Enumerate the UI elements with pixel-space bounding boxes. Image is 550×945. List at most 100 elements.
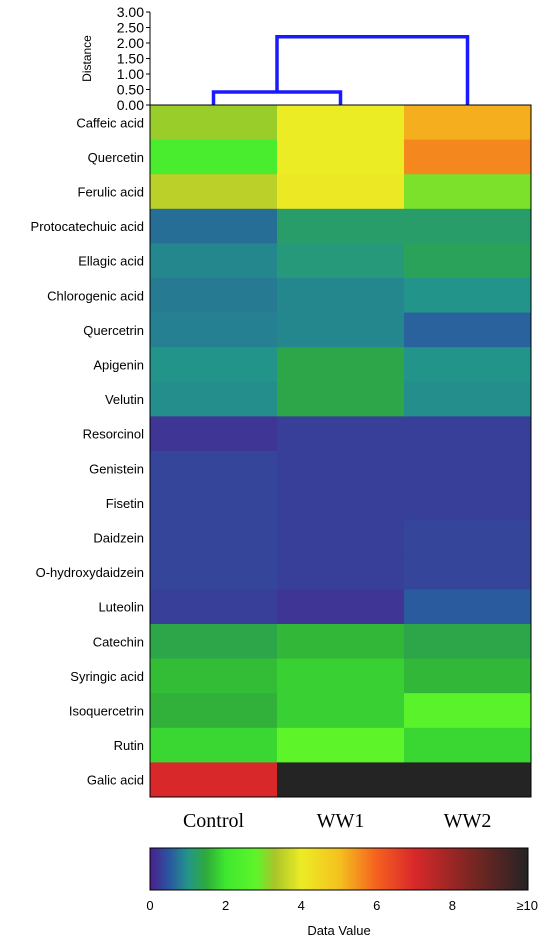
distance-tick-label: 3.00 xyxy=(117,4,144,20)
colorbar-tick-label: 2 xyxy=(222,898,229,913)
heatmap-cell xyxy=(404,727,532,763)
colorbar: 0 2 4 6 8 ≥10 Data Value xyxy=(146,847,538,938)
heatmap-cell xyxy=(277,485,405,521)
heatmap-cell xyxy=(277,762,405,798)
dendrogram-link xyxy=(211,90,343,105)
heatmap-cell xyxy=(150,381,278,417)
heatmap-cell xyxy=(150,693,278,729)
heatmap-cell xyxy=(277,416,405,452)
heatmap-cell xyxy=(404,174,532,210)
row-label: Ellagic acid xyxy=(78,254,144,269)
heatmap-cell xyxy=(150,174,278,210)
row-label: Protocatechuic acid xyxy=(31,219,144,234)
heatmap-cell xyxy=(277,451,405,487)
heatmap-cell xyxy=(277,658,405,694)
heatmap-cell xyxy=(277,312,405,348)
heatmap-cell xyxy=(277,381,405,417)
heatmap-cell xyxy=(150,727,278,763)
heatmap-cell xyxy=(404,416,532,452)
heatmap-cell xyxy=(404,762,532,798)
dendrogram xyxy=(211,35,470,105)
row-label: Syringic acid xyxy=(70,669,144,684)
heatmap-cell xyxy=(404,520,532,556)
heatmap-cell xyxy=(150,554,278,590)
heatmap-cell xyxy=(277,105,405,141)
distance-axis-title: Distance xyxy=(80,35,94,82)
dendrogram-link xyxy=(275,35,470,105)
heatmap-cell xyxy=(150,105,278,141)
colorbar-tick-label: 0 xyxy=(146,898,153,913)
row-label: Daidzein xyxy=(93,531,144,546)
heatmap-cell xyxy=(404,589,532,625)
heatmap-cell xyxy=(150,347,278,383)
heatmap-cell xyxy=(150,589,278,625)
heatmap-cell xyxy=(404,485,532,521)
column-label: WW2 xyxy=(444,810,492,832)
row-label: Galic acid xyxy=(87,773,144,788)
column-labels: Control WW1 WW2 xyxy=(183,810,491,832)
row-label: Genistein xyxy=(89,461,144,476)
heatmap-cell xyxy=(150,243,278,279)
heatmap-cell xyxy=(404,139,532,175)
heatmap-cell xyxy=(404,451,532,487)
heatmap-cell xyxy=(277,278,405,314)
heatmap-cell xyxy=(404,693,532,729)
column-label: WW1 xyxy=(317,810,365,832)
row-label: Quercetin xyxy=(88,150,144,165)
distance-tick-label: 1.50 xyxy=(117,51,144,67)
dendrogram-axis: 3.002.502.001.501.000.500.00 Distance xyxy=(80,4,151,113)
heatmap-cell xyxy=(277,727,405,763)
row-label: Rutin xyxy=(114,738,144,753)
column-label: Control xyxy=(183,810,245,832)
distance-tick-label: 2.00 xyxy=(117,35,144,51)
heatmap-cell xyxy=(277,139,405,175)
colorbar-tick-label: 8 xyxy=(449,898,456,913)
heatmap-cell xyxy=(150,139,278,175)
heatmap-cell xyxy=(404,347,532,383)
heatmap-cell xyxy=(277,624,405,660)
heatmap-cell xyxy=(277,243,405,279)
heatmap-cell xyxy=(404,243,532,279)
heatmap-cell xyxy=(277,208,405,244)
heatmap-cell xyxy=(404,278,532,314)
heatmap-cell xyxy=(150,762,278,798)
heatmap-cell xyxy=(404,208,532,244)
colorbar-tick-label: 4 xyxy=(298,898,305,913)
distance-tick-label: 0.50 xyxy=(117,82,144,98)
heatmap-cell xyxy=(150,451,278,487)
row-label: Resorcinol xyxy=(83,427,145,442)
row-label: Apigenin xyxy=(93,358,144,373)
row-label: O-hydroxydaidzein xyxy=(36,565,144,580)
row-labels: Caffeic acid Quercetin Ferulic acid Protoca… xyxy=(31,115,145,787)
heatmap-cell xyxy=(277,554,405,590)
heatmap-frame xyxy=(149,104,532,798)
heatmap-cell xyxy=(150,416,278,452)
heatmap-cell xyxy=(277,174,405,210)
heatmap-cell xyxy=(150,485,278,521)
row-label: Chlorogenic acid xyxy=(47,288,144,303)
heatmap-cell xyxy=(150,278,278,314)
distance-tick-label: 1.00 xyxy=(117,66,144,82)
heatmap-cell xyxy=(277,589,405,625)
colorbar-tick-label: 6 xyxy=(373,898,380,913)
colorbar-tick-label: ≥10 xyxy=(516,898,538,913)
heatmap-cell xyxy=(404,624,532,660)
distance-tick-label: 2.50 xyxy=(117,20,144,36)
heatmap-cell xyxy=(150,658,278,694)
heatmap-cell xyxy=(150,520,278,556)
colorbar-title: Data Value xyxy=(307,923,370,938)
heatmap-cell xyxy=(277,693,405,729)
row-label: Catechin xyxy=(93,634,144,649)
row-label: Ferulic acid xyxy=(78,185,144,200)
heatmap-cell xyxy=(150,624,278,660)
distance-tick-label: 0.00 xyxy=(117,97,144,113)
heatmap-cell xyxy=(404,554,532,590)
row-label: Fisetin xyxy=(106,496,144,511)
heatmap-cell xyxy=(404,381,532,417)
heatmap-cell xyxy=(404,312,532,348)
row-label: Quercetrin xyxy=(83,323,144,338)
heatmap-cell xyxy=(150,312,278,348)
row-label: Luteolin xyxy=(98,600,144,615)
colorbar-gradient xyxy=(149,847,529,891)
